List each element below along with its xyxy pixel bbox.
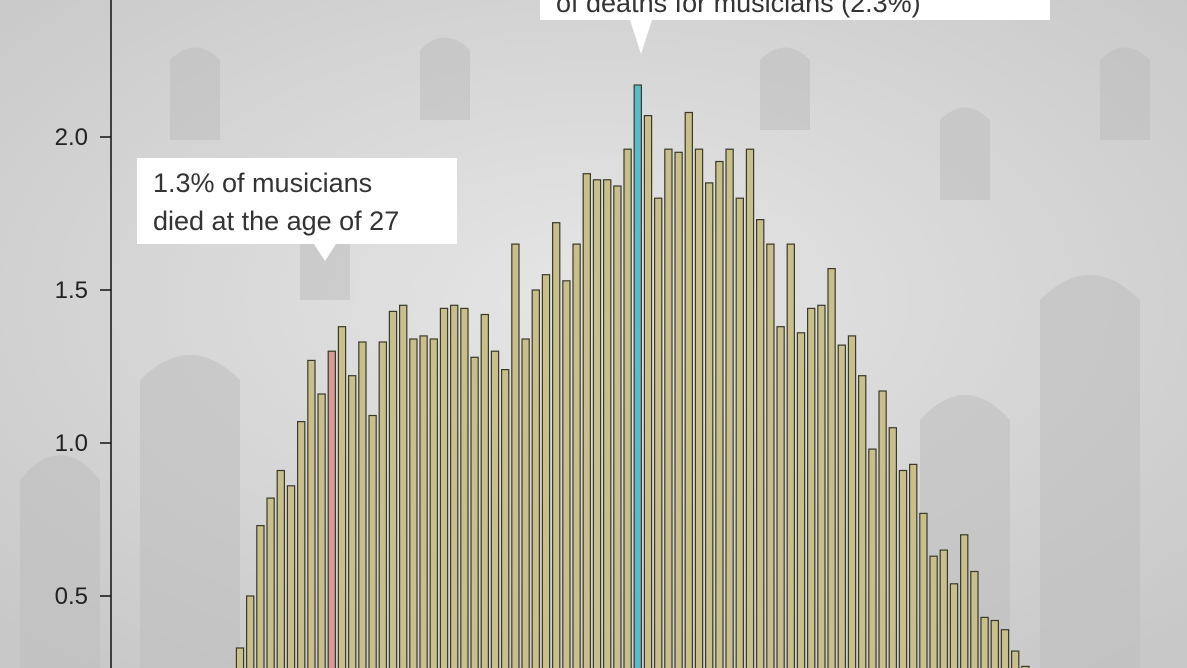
histogram-bar [694,148,704,668]
bar-group [235,84,1030,668]
histogram-bar [562,280,571,668]
histogram-bar [888,427,898,668]
histogram-bar [450,304,459,668]
histogram-bar [531,289,541,668]
histogram-bar [786,243,796,668]
histogram-bar [592,179,602,668]
histogram-bar [602,179,612,668]
histogram-bar [429,338,439,668]
histogram-bar [704,182,714,668]
histogram-bar [827,268,836,668]
histogram-bar [970,570,979,668]
histogram-bar [582,173,592,668]
histogram-bar [470,356,479,668]
histogram-bar [378,341,388,668]
y-tick-group: 0.5 1.0 1.5 2.0 [55,124,111,610]
histogram-bar [490,350,500,668]
histogram-bar [817,304,826,668]
histogram-bar [409,338,418,668]
histogram-bar [439,307,449,668]
annotation-age-27-line1: 1.3% of musicians [153,168,373,198]
annotation-age-27: 1.3% of musicians died at the age of 27 [137,158,457,261]
histogram-bar [684,111,694,668]
y-tick-label: 1.0 [55,430,88,457]
histogram-bar [235,647,245,668]
annotation-peak-pointer [630,20,652,54]
histogram-bar [521,338,530,668]
histogram-bar [929,555,938,668]
histogram-bar [766,243,775,668]
histogram-bar [868,448,877,668]
histogram-bar [980,616,989,668]
histogram-bar [317,393,326,668]
histogram-bar [949,583,959,668]
annotation-peak: of deaths for musicians (2.3%) [540,0,1050,20]
histogram-bar [399,304,408,668]
headstone-silhouettes [20,37,1150,668]
histogram-bar [715,160,724,668]
histogram-bar-peak [633,84,643,668]
histogram-bar [653,197,663,668]
histogram-bar [388,310,398,668]
histogram-bar [878,390,887,668]
histogram-bar [541,274,551,668]
histogram-bar [796,332,806,668]
histogram-bar [1021,665,1030,668]
histogram-bar [857,375,867,668]
histogram-bar [898,469,908,668]
histogram-bar [358,341,367,668]
y-tick-label: 0.5 [55,583,88,610]
histogram-bar [256,524,265,668]
histogram-bar [745,148,755,668]
histogram-bar [276,469,286,668]
histogram-bar [480,313,490,668]
histogram-bar [368,414,377,668]
annotation-age-27-line2: died at the age of 27 [153,206,400,236]
histogram-bar [919,512,928,668]
histogram-bar [664,148,673,668]
histogram-bar [725,148,734,668]
histogram-bar [939,549,949,668]
histogram-bar [990,619,1000,668]
histogram-bar [246,595,255,668]
histogram-bar [266,497,275,668]
histogram-bar [735,197,745,668]
histogram-bar [501,369,510,668]
annotation-peak-text: of deaths for musicians (2.3%) [556,0,921,18]
histogram-bar [511,243,520,668]
histogram-bar [419,335,428,668]
histogram-bar [613,185,622,668]
histogram-bar [674,151,683,668]
histogram-bar [1010,650,1020,668]
histogram-bar [1000,629,1010,668]
y-tick-label: 2.0 [55,124,88,151]
histogram-bar [297,421,306,668]
histogram-bar-age-27 [327,350,337,668]
histogram-bar [643,114,653,668]
histogram-bar [572,243,581,668]
histogram-bar [337,326,347,668]
histogram-bar [286,485,296,668]
histogram-bar [806,307,816,668]
histogram-bar [623,148,632,668]
histogram-bar [959,534,969,668]
histogram-bar [307,359,316,668]
histogram-bar [837,344,847,668]
histogram-bar [348,375,357,668]
histogram-bar [776,326,785,668]
histogram-bar [908,463,918,668]
histogram-bar [847,335,857,668]
y-tick-label: 1.5 [55,277,88,304]
histogram-bar [755,219,765,668]
histogram-bar [551,222,561,668]
histogram-bar [460,307,469,668]
